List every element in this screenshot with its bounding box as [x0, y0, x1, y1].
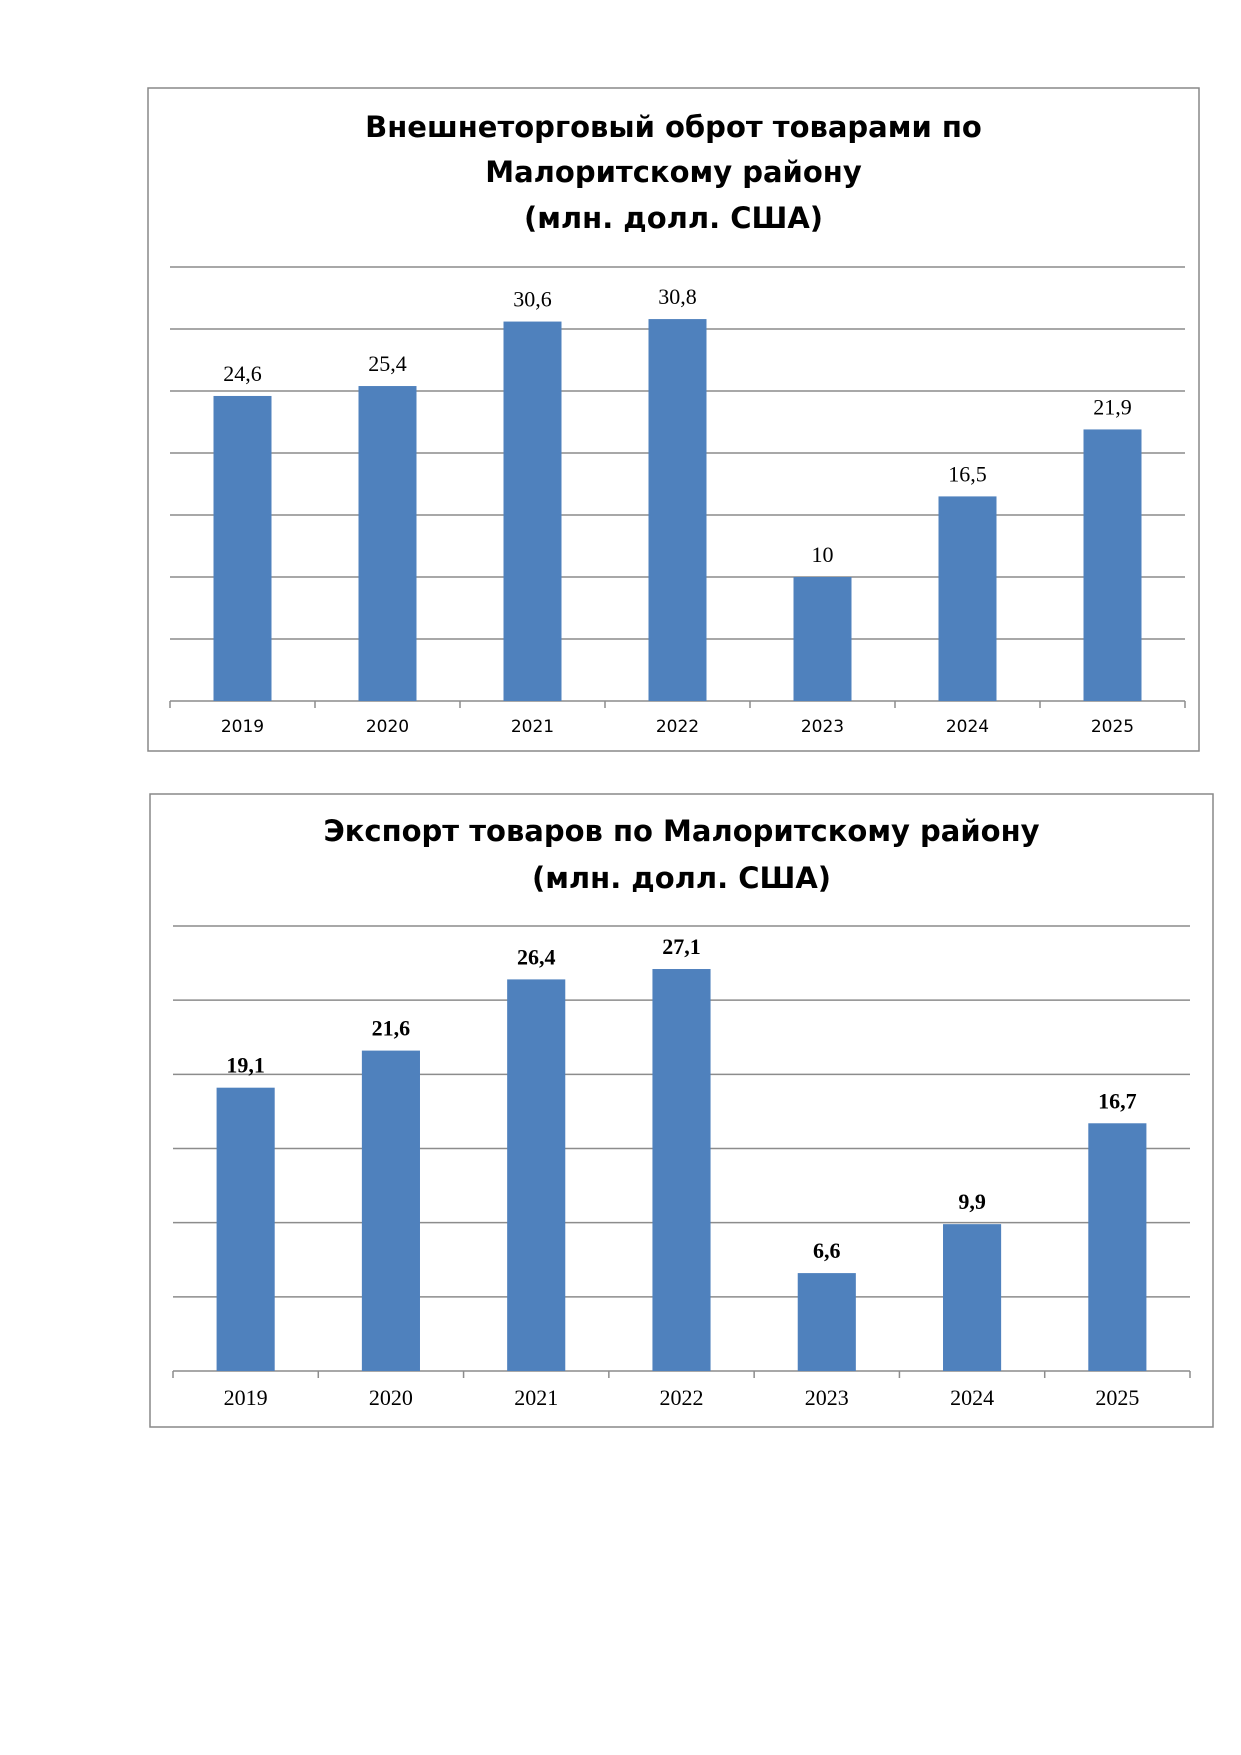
bar	[793, 577, 852, 701]
x-tick-label: 2021	[511, 717, 554, 737]
chart: Экспорт товаров по Малоритскому району (м…	[149, 793, 1214, 1428]
x-tick-label: 2019	[224, 1385, 268, 1410]
bar	[938, 496, 997, 701]
x-tick-label: 2025	[1095, 1385, 1139, 1410]
data-label: 30,6	[513, 287, 552, 312]
chart: Внешнеторговый оброт товарами по Малоритс…	[147, 87, 1200, 752]
bar	[943, 1224, 1002, 1371]
bar	[1088, 1123, 1147, 1371]
data-label: 10	[812, 542, 834, 567]
chart-title: Малоритскому району	[485, 155, 862, 189]
data-label: 25,4	[368, 351, 407, 376]
x-tick-label: 2025	[1091, 717, 1134, 737]
x-tick-label: 2022	[660, 1385, 704, 1410]
bar	[503, 321, 562, 701]
chart-title: Экспорт товаров по Малоритскому району	[323, 814, 1039, 848]
data-label: 16,5	[948, 461, 987, 486]
x-tick-label: 2023	[805, 1385, 849, 1410]
data-label: 9,9	[958, 1189, 986, 1214]
bar	[652, 969, 711, 1371]
data-label: 21,6	[372, 1016, 411, 1041]
data-label: 19,1	[226, 1053, 265, 1078]
bar	[213, 395, 272, 701]
data-label: 6,6	[813, 1238, 841, 1263]
data-label: 24,6	[223, 361, 262, 386]
bar	[1083, 429, 1142, 701]
x-tick-label: 2021	[514, 1385, 558, 1410]
chart-title: Внешнеторговый оброт товарами по	[365, 110, 982, 144]
chart-title: (млн. долл. США)	[532, 861, 831, 895]
x-tick-label: 2020	[369, 1385, 413, 1410]
x-tick-label: 2024	[946, 717, 989, 737]
x-tick-label: 2024	[950, 1385, 994, 1410]
bar	[361, 1050, 420, 1371]
bar	[358, 386, 417, 701]
data-label: 21,9	[1093, 394, 1132, 419]
x-tick-label: 2022	[656, 717, 699, 737]
x-tick-label: 2020	[366, 717, 409, 737]
data-label: 27,1	[662, 934, 701, 959]
bar	[216, 1087, 275, 1371]
chart-title: (млн. долл. США)	[524, 201, 823, 235]
data-label: 30,8	[658, 284, 697, 309]
x-tick-label: 2023	[801, 717, 844, 737]
bar	[797, 1273, 856, 1371]
bar	[507, 979, 566, 1371]
bar	[648, 319, 707, 701]
x-tick-label: 2019	[221, 717, 264, 737]
data-label: 26,4	[517, 944, 556, 969]
data-label: 16,7	[1098, 1088, 1137, 1113]
